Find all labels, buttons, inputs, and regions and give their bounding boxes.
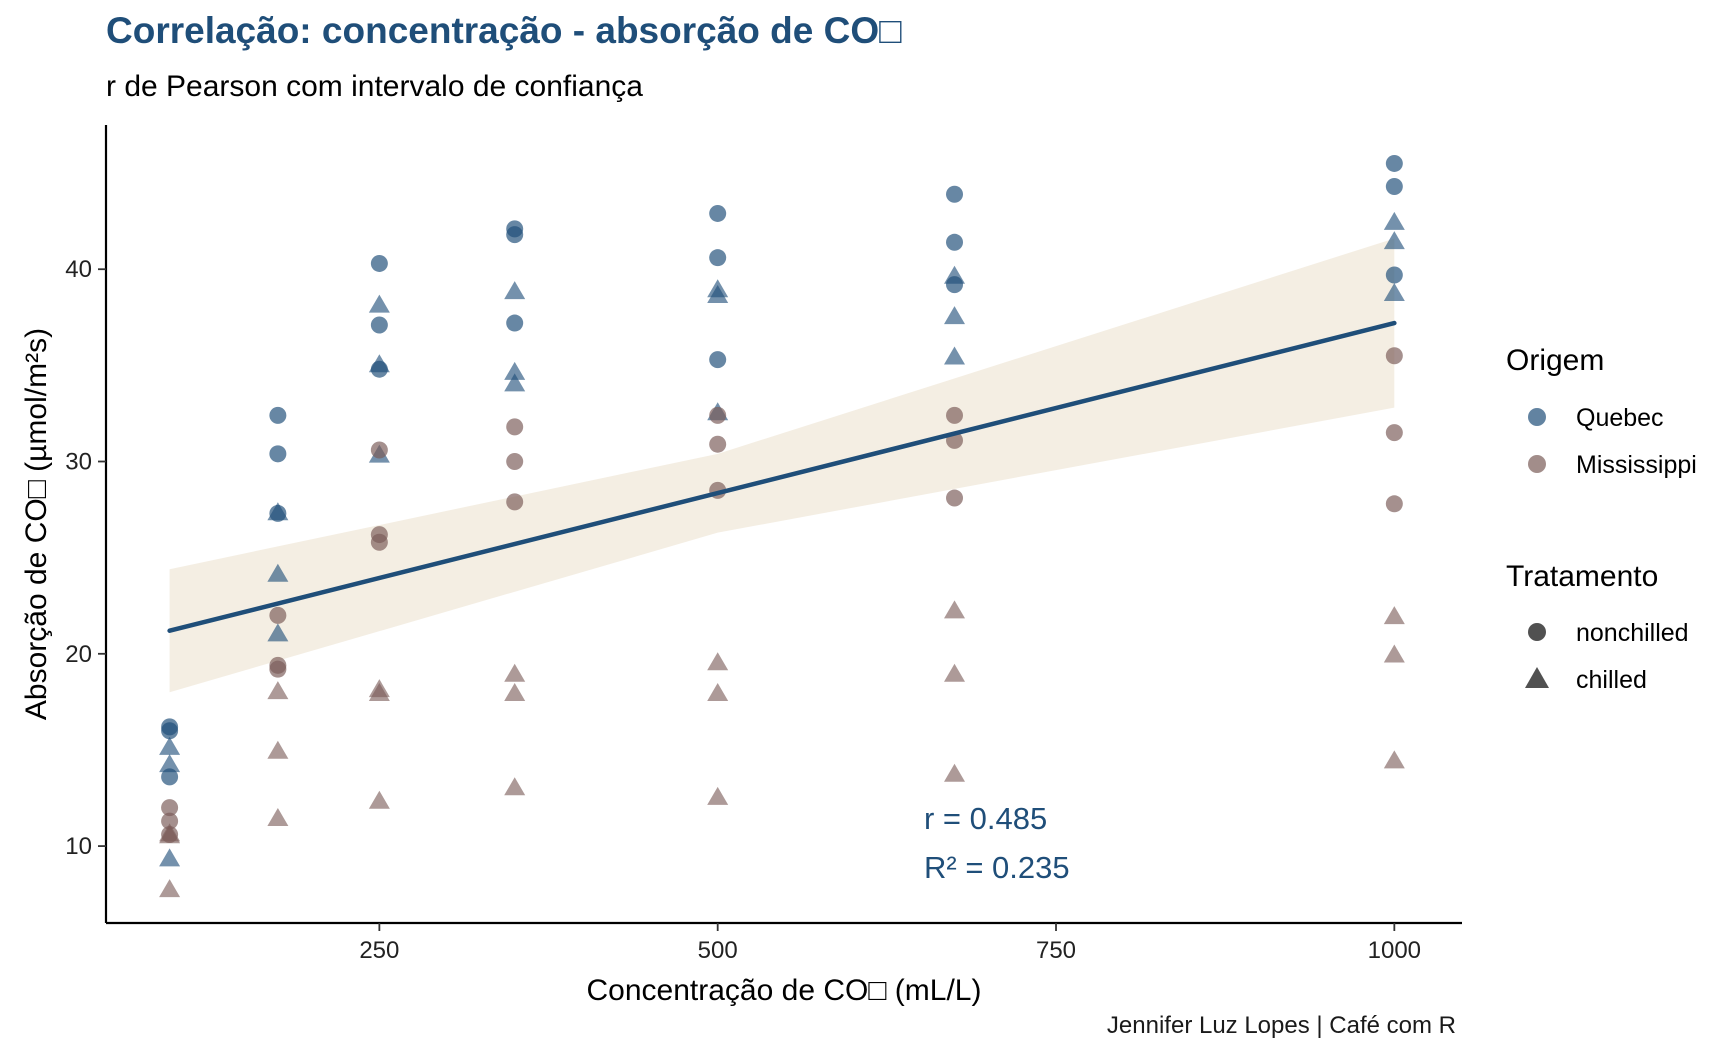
chart-caption: Jennifer Luz Lopes | Café com R: [1106, 1012, 1456, 1039]
data-point: [504, 777, 526, 796]
data-point: [506, 220, 524, 238]
data-point: [946, 489, 964, 507]
axes-layer: 250 500 750 1000 10 20 30 40 Concentração de CO□…: [20, 125, 1462, 1007]
data-point: [269, 406, 287, 424]
data-point: [506, 493, 524, 511]
data-point: [709, 204, 727, 222]
data-point: [267, 502, 289, 521]
data-point: [707, 652, 729, 671]
data-point: [161, 799, 179, 817]
data-point: [159, 754, 181, 773]
x-tick-label: 250: [359, 937, 399, 964]
chart-title: Correlação: concentração - absorção de C…: [106, 10, 902, 51]
legend-origem-item-quebec: Quebec: [1576, 404, 1664, 432]
data-point: [368, 354, 390, 373]
data-point: [506, 418, 524, 436]
data-point: [1385, 266, 1403, 284]
data-point: [707, 284, 729, 303]
data-point: [267, 808, 289, 827]
legend-origem-item-mississippi: Mississippi: [1576, 451, 1697, 479]
data-point: [368, 790, 390, 809]
data-point: [707, 786, 729, 805]
data-point: [944, 663, 966, 682]
data-point: [944, 265, 966, 284]
data-point: [504, 683, 526, 702]
data-point: [1383, 211, 1405, 230]
data-point: [370, 441, 388, 459]
data-point: [267, 681, 289, 700]
data-point: [368, 294, 390, 313]
data-point: [1385, 495, 1403, 513]
data-point: [946, 185, 964, 203]
points-layer: [159, 154, 1405, 898]
confidence-band: [169, 238, 1395, 693]
data-point: [1385, 178, 1403, 196]
data-point: [370, 533, 388, 551]
regression-layer: [167, 320, 1397, 633]
legend-tratamento-title: Tratamento: [1506, 560, 1659, 593]
chart-subtitle: r de Pearson com intervalo de confiança: [106, 70, 643, 103]
y-tick-label: 20: [65, 641, 92, 668]
data-point: [370, 316, 388, 334]
data-point: [946, 233, 964, 251]
data-point: [370, 254, 388, 272]
legend-tratamento-item-chilled: chilled: [1576, 666, 1647, 694]
data-point: [1385, 347, 1403, 365]
x-tick-label: 1000: [1368, 937, 1421, 964]
data-point: [944, 306, 966, 325]
data-point: [161, 768, 179, 786]
confidence-band-layer: [169, 238, 1395, 693]
data-point: [707, 683, 729, 702]
data-point: [159, 823, 181, 842]
data-point: [1383, 231, 1405, 250]
legend-tratamento-item-nonchilled: nonchilled: [1576, 619, 1689, 647]
data-point: [267, 623, 289, 642]
x-axis-title: Concentração de CO□ (mL/L): [587, 974, 982, 1007]
data-point: [946, 406, 964, 424]
r-squared-label: R² = 0.235: [924, 850, 1070, 885]
data-point: [709, 249, 727, 267]
data-point: [159, 736, 181, 755]
data-point: [1385, 154, 1403, 172]
data-point: [267, 740, 289, 759]
y-axis-title: Absorção de CO□ (µmol/m²s): [20, 328, 53, 720]
data-point: [159, 848, 181, 867]
data-point: [709, 351, 727, 369]
data-point: [1385, 424, 1403, 442]
data-point: [159, 879, 181, 898]
data-point: [506, 453, 524, 471]
data-point: [504, 281, 526, 300]
y-tick-label: 40: [65, 256, 92, 283]
data-point: [368, 683, 390, 702]
data-point: [504, 373, 526, 392]
data-point: [944, 600, 966, 619]
data-point: [1383, 283, 1405, 302]
data-point: [504, 663, 526, 682]
data-point: [944, 763, 966, 782]
data-point: [161, 812, 179, 830]
x-tick-label: 750: [1036, 937, 1076, 964]
y-tick-label: 10: [65, 833, 92, 860]
annotation-layer: r = 0.485 R² = 0.235: [924, 801, 1070, 885]
y-tick-label: 30: [65, 449, 92, 476]
data-point: [504, 361, 526, 380]
data-point: [269, 606, 287, 624]
data-point: [709, 435, 727, 453]
data-point: [709, 406, 727, 424]
data-point: [1383, 750, 1405, 769]
data-point: [944, 346, 966, 365]
regression-line: [167, 320, 1397, 633]
data-point: [269, 445, 287, 463]
data-point: [269, 656, 287, 674]
data-point: [1383, 606, 1405, 625]
pearson-r-label: r = 0.485: [924, 801, 1047, 836]
data-point: [161, 718, 179, 736]
x-tick-label: 500: [698, 937, 738, 964]
data-point: [267, 563, 289, 582]
data-point: [506, 314, 524, 332]
legend-origem-title: Origem: [1506, 344, 1605, 377]
data-point: [1383, 644, 1405, 663]
